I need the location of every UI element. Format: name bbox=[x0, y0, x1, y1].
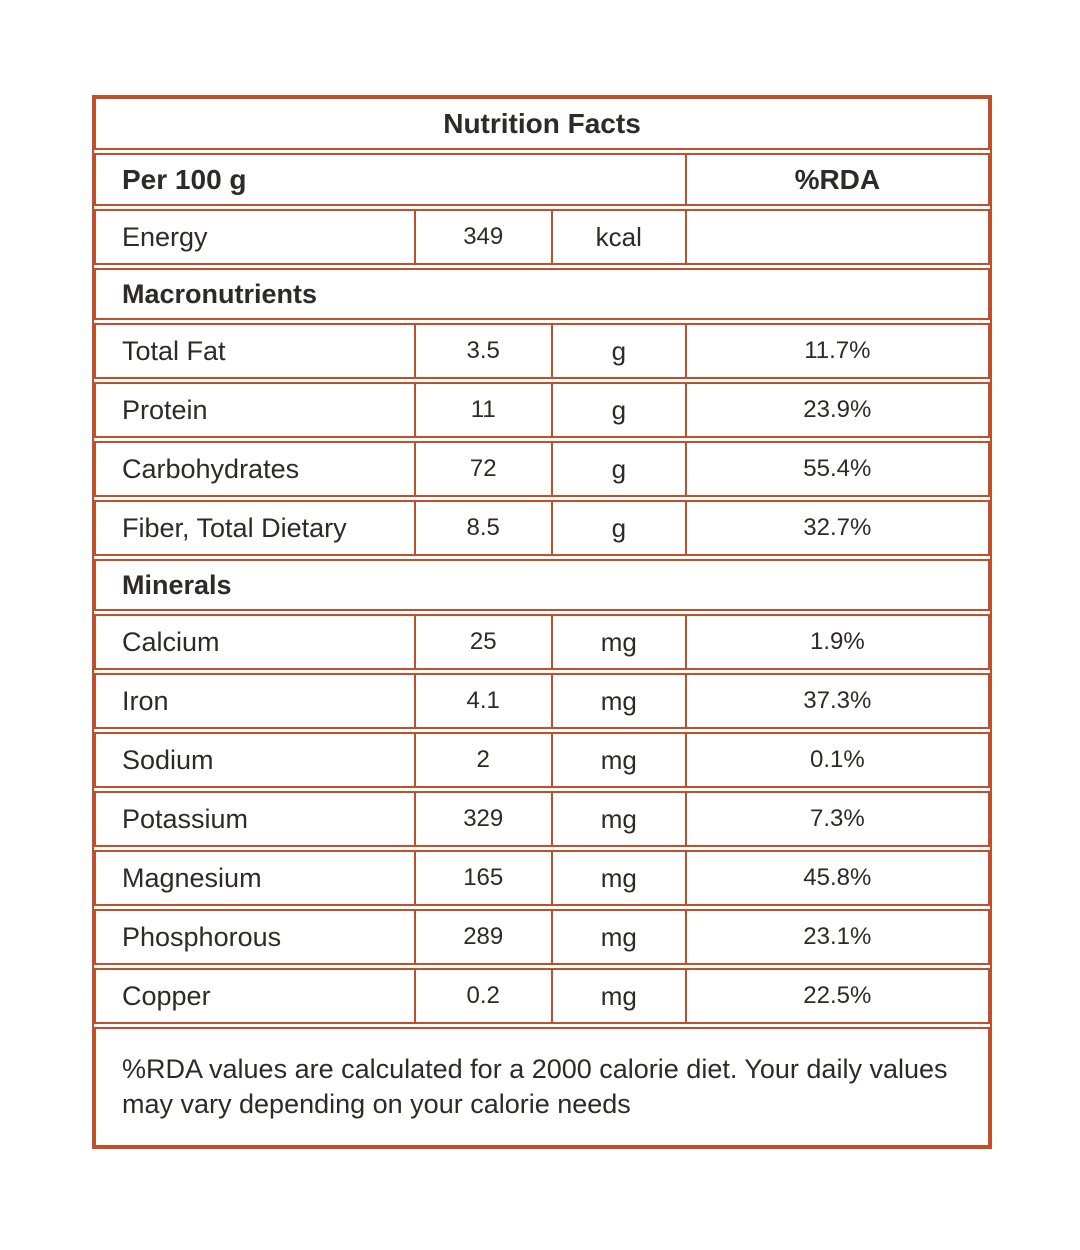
nutrient-value: 289 bbox=[413, 911, 551, 963]
nutrient-label: Calcium bbox=[122, 626, 220, 657]
serving-size-header: Per 100 g bbox=[122, 163, 247, 195]
nutrient-label: Fiber, Total Dietary bbox=[122, 512, 347, 543]
row-carbohydrates: Carbohydrates 72 g 55.4% bbox=[94, 441, 990, 497]
nutrient-rda: 7.3% bbox=[684, 793, 988, 845]
row-phosphorous: Phosphorous 289 mg 23.1% bbox=[94, 909, 990, 965]
row-calcium: Calcium 25 mg 1.9% bbox=[94, 614, 990, 670]
nutrient-rda: 45.8% bbox=[684, 852, 988, 904]
footnote-row: %RDA values are calculated for a 2000 ca… bbox=[94, 1027, 990, 1147]
nutrient-rda: 32.7% bbox=[684, 502, 988, 554]
nutrient-label: Energy bbox=[122, 221, 208, 252]
row-iron: Iron 4.1 mg 37.3% bbox=[94, 673, 990, 729]
nutrient-label: Carbohydrates bbox=[122, 453, 300, 484]
nutrient-label: Total Fat bbox=[122, 335, 226, 366]
nutrient-unit: mg bbox=[550, 852, 685, 904]
nutrient-rda: 37.3% bbox=[684, 675, 988, 727]
rda-column-header: %RDA bbox=[684, 155, 988, 204]
nutrient-value: 349 bbox=[413, 211, 551, 263]
nutrient-unit: mg bbox=[550, 793, 685, 845]
nutrient-value: 2 bbox=[413, 734, 551, 786]
nutrient-rda: 23.1% bbox=[684, 911, 988, 963]
nutrient-unit: mg bbox=[550, 911, 685, 963]
nutrient-label: Iron bbox=[122, 685, 169, 716]
nutrient-unit: g bbox=[550, 384, 685, 436]
nutrient-label: Potassium bbox=[122, 803, 249, 834]
nutrient-label: Sodium bbox=[122, 744, 214, 775]
nutrient-rda: 23.9% bbox=[684, 384, 988, 436]
nutrient-value: 11 bbox=[413, 384, 551, 436]
nutrient-rda: 1.9% bbox=[684, 616, 988, 668]
nutrient-rda: 0.1% bbox=[684, 734, 988, 786]
nutrient-unit: kcal bbox=[550, 211, 685, 263]
nutrient-unit: mg bbox=[550, 734, 685, 786]
nutrient-value: 0.2 bbox=[413, 970, 551, 1022]
table-title: Nutrition Facts bbox=[443, 107, 641, 139]
nutrient-unit: mg bbox=[550, 675, 685, 727]
table-title-row: Nutrition Facts bbox=[94, 97, 990, 150]
section-header-macronutrients: Macronutrients bbox=[94, 268, 990, 320]
nutrient-value: 8.5 bbox=[413, 502, 551, 554]
nutrient-unit: g bbox=[550, 443, 685, 495]
row-magnesium: Magnesium 165 mg 45.8% bbox=[94, 850, 990, 906]
row-copper: Copper 0.2 mg 22.5% bbox=[94, 968, 990, 1024]
nutrient-unit: mg bbox=[550, 970, 685, 1022]
row-potassium: Potassium 329 mg 7.3% bbox=[94, 791, 990, 847]
footnote-text: %RDA values are calculated for a 2000 ca… bbox=[122, 1054, 948, 1119]
nutrient-label: Phosphorous bbox=[122, 921, 282, 952]
nutrient-rda bbox=[684, 211, 988, 263]
nutrient-rda: 55.4% bbox=[684, 443, 988, 495]
row-sodium: Sodium 2 mg 0.1% bbox=[94, 732, 990, 788]
nutrient-rda: 11.7% bbox=[684, 325, 988, 377]
table-header-row: Per 100 g %RDA bbox=[94, 153, 990, 206]
nutrient-value: 329 bbox=[413, 793, 551, 845]
nutrient-unit: g bbox=[550, 502, 685, 554]
nutrient-value: 3.5 bbox=[413, 325, 551, 377]
nutrient-label: Copper bbox=[122, 980, 211, 1011]
nutrient-unit: g bbox=[550, 325, 685, 377]
row-total-fat: Total Fat 3.5 g 11.7% bbox=[94, 323, 990, 379]
section-label: Macronutrients bbox=[122, 278, 318, 309]
section-header-minerals: Minerals bbox=[94, 559, 990, 611]
nutrient-value: 165 bbox=[413, 852, 551, 904]
row-energy: Energy 349 kcal bbox=[94, 209, 990, 265]
nutrient-value: 25 bbox=[413, 616, 551, 668]
nutrient-value: 4.1 bbox=[413, 675, 551, 727]
nutrient-value: 72 bbox=[413, 443, 551, 495]
section-label: Minerals bbox=[122, 569, 232, 600]
nutrition-facts-table: Nutrition Facts Per 100 g %RDA Energy 34… bbox=[92, 95, 992, 1149]
nutrient-rda: 22.5% bbox=[684, 970, 988, 1022]
nutrient-label: Protein bbox=[122, 394, 208, 425]
nutrient-unit: mg bbox=[550, 616, 685, 668]
row-protein: Protein 11 g 23.9% bbox=[94, 382, 990, 438]
nutrient-label: Magnesium bbox=[122, 862, 262, 893]
row-fiber: Fiber, Total Dietary 8.5 g 32.7% bbox=[94, 500, 990, 556]
